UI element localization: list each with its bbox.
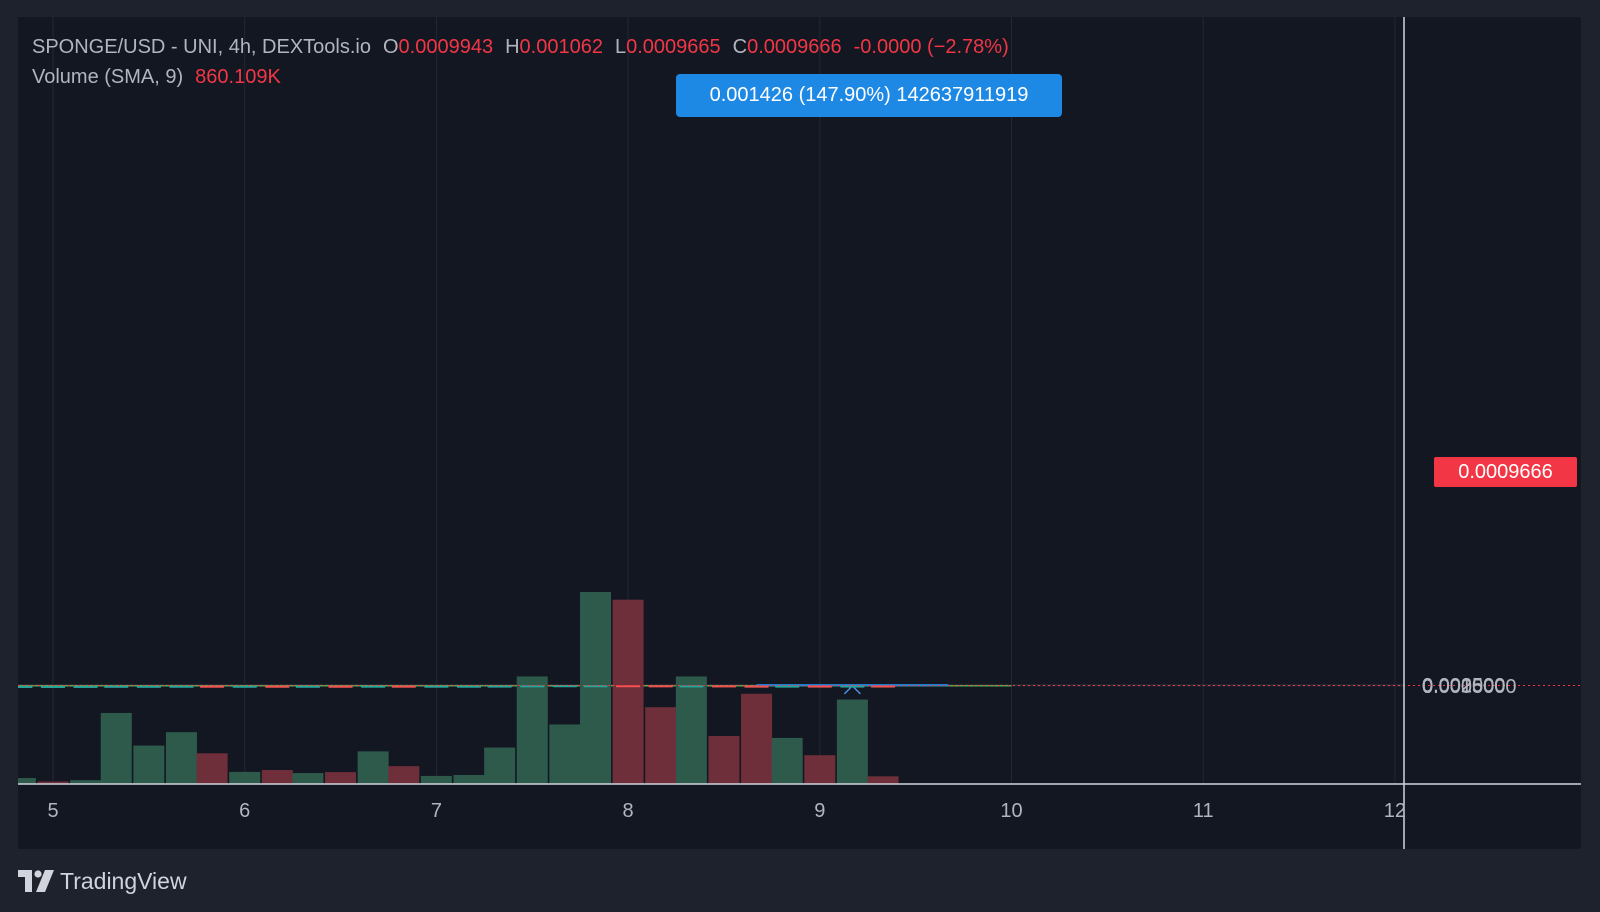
change-value: -0.0000 (−2.78%) <box>853 36 1009 58</box>
x-tick-label: 6 <box>239 800 250 822</box>
candle-up <box>73 685 98 688</box>
volume-bar <box>357 751 389 784</box>
volume-bar <box>229 771 261 784</box>
x-tick-label: 10 <box>1000 800 1022 822</box>
ohlc-legend-row: SPONGE/USD - UNI, 4h, DEXTools.io O0.0009… <box>32 32 1009 62</box>
candle-up <box>520 685 545 688</box>
current-price-tag: 0.0009666 <box>1434 457 1577 487</box>
axes <box>18 17 1581 849</box>
volume-bar <box>516 676 548 784</box>
chart-legend: SPONGE/USD - UNI, 4h, DEXTools.io O0.0009… <box>32 32 1009 92</box>
x-tick-label: 12 <box>1384 800 1406 822</box>
candle-down <box>391 685 416 688</box>
candle-down <box>807 685 832 688</box>
price-chart[interactable]: 5 6 7 8 9 10 11 12 0.0025000.0020000.0015000.00… <box>18 17 1581 849</box>
candle-up <box>18 685 33 688</box>
y-tick-label: 0.0005000 <box>1422 676 1517 698</box>
volume-bar <box>484 747 516 784</box>
candle-up <box>41 685 65 688</box>
x-tick-label: 7 <box>431 800 442 822</box>
volume-bar <box>580 592 612 784</box>
x-tick-label: 11 <box>1193 800 1214 822</box>
volume-bar <box>675 676 707 784</box>
volume-bar <box>325 772 357 784</box>
candle-up <box>456 685 481 688</box>
volume-bar <box>100 712 132 784</box>
candle-up <box>487 685 512 688</box>
y-tick-label: 0.001500 <box>1422 675 1505 697</box>
candle-up <box>840 685 865 688</box>
low-value: 0.0009665 <box>626 36 721 58</box>
low-label: L <box>614 36 627 58</box>
volume-bar <box>771 737 803 784</box>
volume-bar <box>70 780 102 784</box>
time-axis[interactable]: 5 6 7 8 9 10 11 12 <box>47 800 1406 822</box>
candle-up <box>169 685 194 688</box>
candle-up <box>104 685 129 688</box>
high-label: H <box>505 36 520 58</box>
candle-up <box>552 685 577 688</box>
candle-up <box>232 685 257 688</box>
volume-bars <box>18 592 899 784</box>
candle-up <box>775 685 800 688</box>
x-tick-label: 9 <box>814 800 825 822</box>
volume-legend-row: Volume (SMA, 9) 860.109K <box>32 62 1009 92</box>
open-value: 0.0009943 <box>398 36 494 58</box>
volume-bar <box>741 693 773 784</box>
chart-panel[interactable]: 5 6 7 8 9 10 11 12 0.002500 0.002000 0.001500 0.00… <box>18 17 1581 849</box>
y-tick-label: 0.002500 <box>1422 675 1505 697</box>
y-tick-label: 0.002000 <box>1422 675 1505 697</box>
open-label: O <box>382 36 399 58</box>
volume-bar <box>133 745 165 784</box>
candle-up <box>679 685 704 688</box>
volume-bar <box>708 736 740 784</box>
x-tick-label: 5 <box>47 800 58 822</box>
candle-down <box>871 685 896 688</box>
volume-bar <box>388 766 420 784</box>
candle-down <box>744 685 769 688</box>
candle-up <box>583 685 608 688</box>
volume-bar <box>453 774 485 784</box>
measure-label: 0.001426 (147.90%) 142637911919 <box>676 74 1062 117</box>
candle-down <box>711 685 736 688</box>
close-label: C <box>732 36 748 58</box>
volume-bar <box>867 776 899 784</box>
volume-bar <box>37 781 69 784</box>
symbol-label[interactable]: SPONGE/USD - UNI, 4h, DEXTools.io <box>32 36 371 58</box>
candle-down <box>648 685 673 688</box>
volume-bar <box>196 753 228 784</box>
volume-label[interactable]: Volume (SMA, 9) <box>32 66 184 88</box>
volume-bar <box>18 778 36 784</box>
candle-up <box>136 685 161 688</box>
candle-down <box>200 685 225 688</box>
x-tick-label: 8 <box>623 800 634 822</box>
volume-bar <box>836 699 868 784</box>
volume-bar <box>420 775 452 784</box>
candle-up <box>361 685 386 688</box>
volume-bar <box>292 773 324 784</box>
candle-up <box>424 685 449 688</box>
volume-bar <box>165 732 197 784</box>
grid-lines <box>18 17 1404 784</box>
candle-up <box>295 685 320 688</box>
volume-bar <box>804 755 836 784</box>
brand-name: TradingView <box>60 867 187 894</box>
tradingview-brand[interactable]: TradingView <box>18 866 187 896</box>
high-value: 0.001062 <box>519 36 603 58</box>
candle-down <box>265 685 290 688</box>
close-value: 0.0009666 <box>747 36 842 58</box>
volume-bar <box>261 769 293 784</box>
volume-bar <box>645 707 677 784</box>
candle-down <box>616 685 641 688</box>
volume-value: 860.109K <box>195 66 281 88</box>
volume-bar <box>612 599 644 784</box>
candle-down <box>328 685 353 688</box>
volume-bar <box>549 724 581 784</box>
tradingview-logo-icon <box>18 870 54 892</box>
y-tick-label: 0 <box>1422 676 1433 698</box>
